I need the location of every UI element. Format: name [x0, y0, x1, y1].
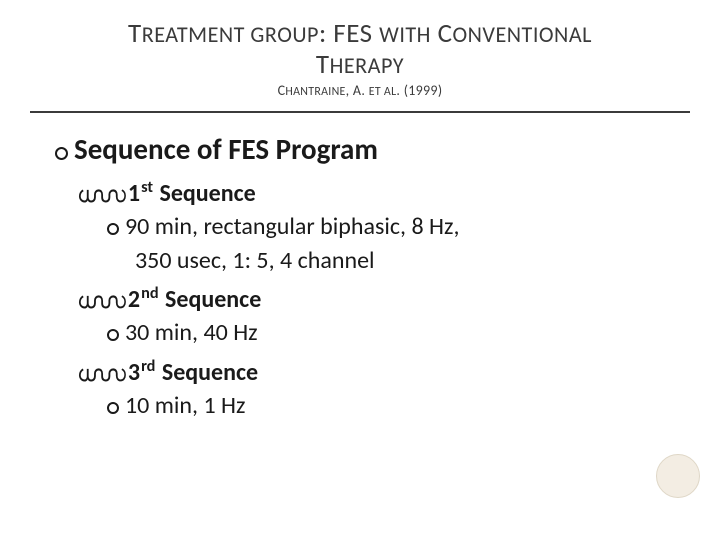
sequence-detail: 90 min, rectangular biphasic, 8 Hz,350 u… — [107, 210, 670, 277]
ring-bullet-icon — [55, 147, 68, 160]
sequence-detail: 30 min, 40 Hz — [107, 316, 670, 350]
main-heading: Sequence of FES Program — [55, 131, 670, 167]
slide-content: Sequence of FES Program ൝1st Sequence90 … — [0, 113, 720, 422]
dot-bullet-icon — [107, 329, 119, 341]
slide-subtitle: CHANTRAINE, A. ET AL. (1999) — [40, 82, 680, 99]
decorative-circle — [656, 454, 700, 498]
slide-title: TREATMENT GROUP: FES WITH CONVENTIONALTH… — [40, 18, 680, 80]
sequence-heading: ൝2nd Sequence — [77, 283, 670, 314]
slide-header: TREATMENT GROUP: FES WITH CONVENTIONALTH… — [0, 0, 720, 105]
sequence-detail: 10 min, 1 Hz — [107, 389, 670, 423]
dot-bullet-icon — [107, 402, 119, 414]
main-heading-text: Sequence of FES Program — [74, 131, 378, 167]
sequence-heading: ൝1st Sequence — [77, 177, 670, 208]
dot-bullet-icon — [107, 223, 119, 235]
sequence-heading: ൝3rd Sequence — [77, 356, 670, 387]
